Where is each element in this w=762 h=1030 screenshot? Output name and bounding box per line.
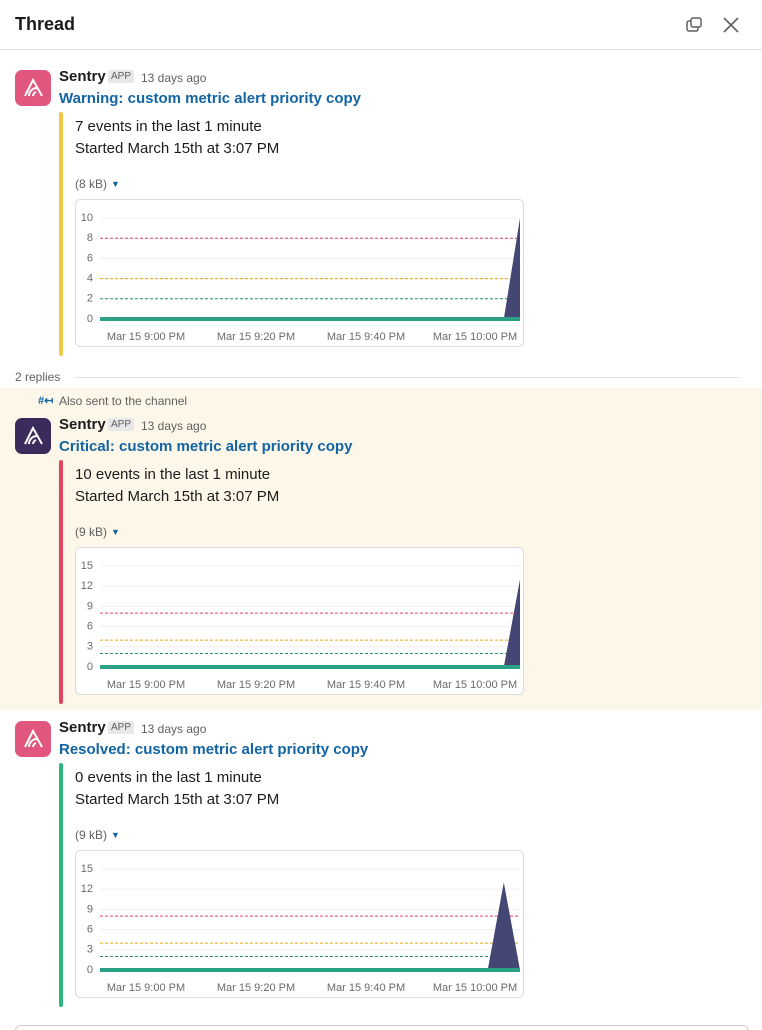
open-window-icon[interactable] xyxy=(684,15,704,35)
avatar[interactable] xyxy=(15,418,51,454)
y-tick-label: 12 xyxy=(81,883,93,895)
avatar-logo xyxy=(24,728,43,748)
chart[interactable]: 0 2 4 6 8 10 Mar 15 9:00 PM Mar 15 9:20 PM Mar 1… xyxy=(75,199,525,348)
file-toggle: ▼ xyxy=(111,830,120,840)
x-tick-label: Mar 15 9:00 PM xyxy=(107,679,185,691)
app-badge: APP xyxy=(108,721,135,734)
y-tick-label: 15 xyxy=(81,560,93,572)
x-tick-label: Mar 15 9:00 PM xyxy=(107,331,185,343)
attachment-bar xyxy=(59,112,63,356)
avatar-logo xyxy=(24,77,43,97)
alert-line: 10 events in the last 1 minute xyxy=(75,466,271,483)
y-tick-label: 4 xyxy=(87,273,93,285)
thread-title: Thread xyxy=(15,14,76,34)
alert-title[interactable]: Resolved: custom metric alert priority c… xyxy=(59,741,369,758)
y-tick-label: 10 xyxy=(81,212,93,224)
attachment-bar xyxy=(59,460,63,704)
chart[interactable]: 0 3 6 9 12 15 Mar 15 9:00 PM Mar 15 9:20 PM Mar … xyxy=(75,850,525,999)
timestamp[interactable]: 13 days ago xyxy=(141,419,207,433)
y-tick-label: 6 xyxy=(87,924,93,936)
file-size[interactable]: (9 kB) xyxy=(75,828,108,842)
y-tick-label: 0 xyxy=(87,964,93,976)
app-badge: APP xyxy=(108,70,135,83)
y-tick-label: 2 xyxy=(87,293,93,305)
chart-frame xyxy=(75,199,524,347)
alert-line: 0 events in the last 1 minute xyxy=(75,769,262,786)
alert-title[interactable]: Critical: custom metric alert priority c… xyxy=(59,438,353,455)
y-tick-label: 9 xyxy=(87,903,93,915)
channel-icon: #↤ xyxy=(38,395,54,407)
x-tick-label: Mar 15 9:40 PM xyxy=(327,982,405,994)
divider xyxy=(74,377,739,378)
y-tick-label: 8 xyxy=(87,232,93,244)
x-tick-label: Mar 15 10:00 PM xyxy=(433,331,517,343)
avatar[interactable] xyxy=(15,70,51,106)
x-tick-label: Mar 15 9:40 PM xyxy=(327,331,405,343)
reply-input[interactable] xyxy=(15,1025,749,1030)
x-tick-label: Mar 15 9:00 PM xyxy=(107,982,185,994)
file-toggle: ▼ xyxy=(111,527,120,537)
alert-line: Started March 15th at 3:07 PM xyxy=(75,140,280,157)
sender-name[interactable]: Sentry xyxy=(59,719,106,736)
x-tick-label: Mar 15 10:00 PM xyxy=(433,679,517,691)
attachment-bar xyxy=(59,763,63,1007)
y-tick-label: 15 xyxy=(81,863,93,875)
y-tick-label: 12 xyxy=(81,580,93,592)
chart[interactable]: 0 3 6 9 12 15 Mar 15 9:00 PM Mar 15 9:20 PM Mar … xyxy=(75,547,525,696)
replies-count: 2 replies xyxy=(15,370,61,384)
alert-title[interactable]: Warning: custom metric alert priority co… xyxy=(59,90,361,107)
header xyxy=(0,0,762,50)
avatar[interactable] xyxy=(15,721,51,757)
alert-line: Started March 15th at 3:07 PM xyxy=(75,791,280,808)
x-tick-label: Mar 15 9:40 PM xyxy=(327,679,405,691)
x-tick-label: Mar 15 9:20 PM xyxy=(217,679,295,691)
chart-frame xyxy=(75,547,524,695)
x-tick-label: Mar 15 9:20 PM xyxy=(217,982,295,994)
file-size[interactable]: (9 kB) xyxy=(75,525,108,539)
chart-frame xyxy=(75,850,524,998)
x-tick-label: Mar 15 10:00 PM xyxy=(433,982,517,994)
y-tick-label: 6 xyxy=(87,252,93,264)
alert-line: Started March 15th at 3:07 PM xyxy=(75,488,280,505)
alert-line: 7 events in the last 1 minute xyxy=(75,118,262,135)
file-size[interactable]: (8 kB) xyxy=(75,177,108,191)
also-sent: Also sent to the channel xyxy=(59,394,188,408)
y-tick-label: 0 xyxy=(87,661,93,673)
sender-name[interactable]: Sentry xyxy=(59,416,106,433)
y-tick-label: 3 xyxy=(87,641,93,653)
sender-name[interactable]: Sentry xyxy=(59,68,106,85)
timestamp[interactable]: 13 days ago xyxy=(141,722,207,736)
y-tick-label: 6 xyxy=(87,621,93,633)
y-tick-label: 3 xyxy=(87,944,93,956)
y-tick-label: 0 xyxy=(87,313,93,325)
x-tick-label: Mar 15 9:20 PM xyxy=(217,331,295,343)
avatar-logo xyxy=(24,425,43,445)
y-tick-label: 9 xyxy=(87,600,93,612)
timestamp[interactable]: 13 days ago xyxy=(141,71,207,85)
file-toggle: ▼ xyxy=(111,179,120,189)
close-icon[interactable] xyxy=(721,15,741,35)
app-badge: APP xyxy=(108,418,135,431)
